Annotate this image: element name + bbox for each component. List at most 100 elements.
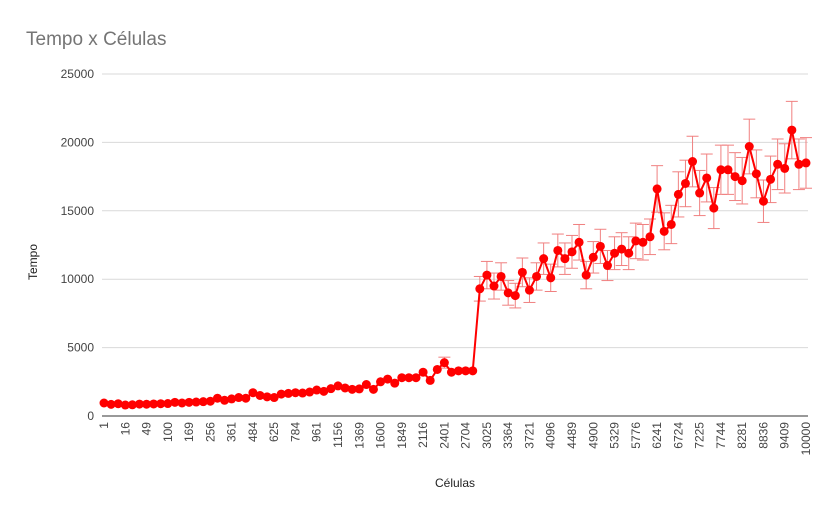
data-point [376, 377, 386, 387]
data-point [794, 159, 804, 169]
x-tick-label: 3364 [501, 422, 515, 449]
x-tick-label: 10000 [799, 422, 813, 456]
data-point [680, 178, 690, 188]
y-tick-label: 25000 [61, 67, 95, 81]
x-tick-label: 1156 [331, 422, 345, 448]
data-point [340, 383, 350, 393]
data-point [567, 247, 577, 257]
data-point [744, 142, 754, 152]
data-point [347, 384, 357, 394]
data-point [716, 165, 726, 175]
data-point [773, 159, 783, 169]
data-point [120, 400, 130, 410]
x-tick-label: 5329 [608, 422, 622, 449]
chart-title: Tempo x Células [26, 29, 166, 50]
gridlines [102, 73, 808, 417]
data-point [333, 381, 343, 391]
data-point [468, 366, 478, 376]
data-point [404, 373, 414, 383]
y-tick-label: 0 [87, 409, 94, 423]
x-tick-label: 2116 [416, 422, 430, 448]
data-point [489, 281, 499, 291]
x-tick-label: 8281 [735, 422, 749, 449]
x-tick-label: 1849 [395, 422, 409, 449]
x-tick-label: 8836 [756, 422, 770, 449]
data-point [198, 397, 208, 407]
data-point [163, 399, 173, 409]
data-point [801, 158, 811, 168]
data-point [496, 271, 506, 281]
data-point [581, 270, 591, 280]
data-point [212, 393, 222, 403]
x-tick-label: 3025 [480, 422, 494, 449]
data-point [149, 399, 159, 409]
data-point [737, 176, 747, 186]
data-point [432, 364, 442, 374]
data-point [503, 288, 513, 298]
data-point [780, 163, 790, 173]
x-tick-label: 961 [310, 422, 324, 442]
data-point [170, 397, 180, 407]
data-point [454, 366, 464, 376]
x-tick-label: 2401 [437, 422, 451, 449]
y-tick-label: 5000 [67, 341, 94, 355]
x-tick-label: 784 [288, 422, 302, 442]
data-point [475, 284, 485, 294]
x-tick-label: 4900 [586, 422, 600, 449]
data-point [602, 261, 612, 271]
x-tick-label: 625 [267, 422, 281, 442]
data-point [184, 397, 194, 407]
data-point [283, 388, 293, 398]
x-tick-label: 1 [97, 422, 111, 429]
data-point [127, 400, 137, 410]
data-point [766, 174, 776, 184]
data-point [383, 374, 393, 384]
x-tick-label: 49 [140, 422, 154, 436]
x-tick-label: 7744 [714, 422, 728, 449]
data-point [319, 386, 329, 396]
data-point [446, 367, 456, 377]
data-point [610, 248, 620, 258]
data-point [134, 399, 144, 409]
y-tick-label: 10000 [61, 272, 95, 286]
data-point [723, 165, 733, 175]
data-point [524, 285, 534, 295]
x-tick-label: 2704 [459, 422, 473, 449]
data-point [588, 252, 598, 262]
x-tick-label: 6724 [671, 422, 685, 449]
data-point [390, 378, 400, 388]
data-point [290, 388, 300, 398]
data-point [510, 291, 520, 301]
data-point [673, 189, 683, 199]
data-point [532, 271, 542, 281]
x-tick-label: 484 [246, 422, 260, 442]
data-point [574, 237, 584, 247]
x-tick-label: 5776 [629, 422, 643, 449]
y-axis-ticks: 0 5000 10000 15000 20000 25000 [61, 67, 95, 423]
data-point [227, 394, 237, 404]
data-point [262, 392, 272, 402]
data-point [461, 366, 471, 376]
x-axis-ticks: 1 16 49 100 169 256 361 484 625 784 961 1156 1369 160… [97, 422, 813, 456]
x-tick-label: 4096 [544, 422, 558, 449]
data-point [156, 399, 166, 409]
data-point [269, 393, 279, 403]
data-point [106, 399, 116, 409]
error-bars [438, 100, 812, 369]
data-point [758, 196, 768, 206]
data-point [177, 398, 187, 408]
y-tick-label: 20000 [61, 135, 95, 149]
data-point [730, 172, 740, 182]
data-point [553, 245, 563, 255]
data-point [220, 395, 230, 405]
data-point [411, 373, 421, 383]
data-point [560, 254, 570, 264]
data-point [326, 384, 336, 394]
data-point [255, 390, 265, 400]
data-point [787, 125, 797, 135]
data-point [688, 157, 698, 167]
data-point [234, 393, 244, 403]
data-point [595, 241, 605, 251]
data-points [99, 125, 811, 410]
x-tick-label: 256 [203, 422, 217, 442]
